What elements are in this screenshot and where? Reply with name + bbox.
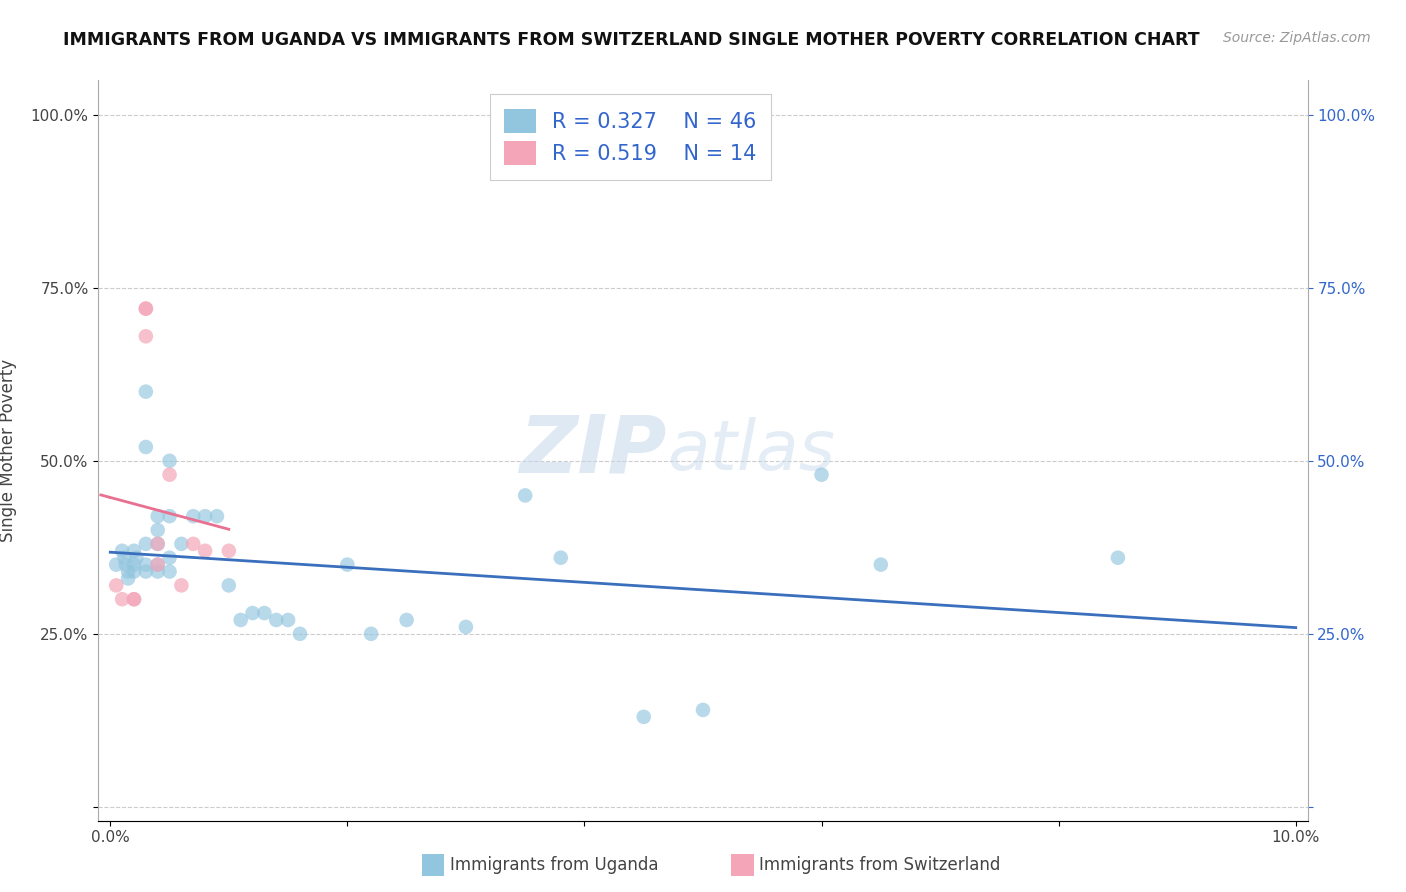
Point bbox=[135, 440, 157, 454]
Point bbox=[229, 613, 252, 627]
Point bbox=[159, 467, 181, 482]
Point bbox=[205, 509, 228, 524]
Point bbox=[135, 384, 157, 399]
Point bbox=[515, 488, 537, 502]
Point bbox=[181, 537, 204, 551]
Point bbox=[122, 565, 145, 579]
Point bbox=[146, 537, 169, 551]
Point bbox=[135, 565, 157, 579]
Point bbox=[633, 710, 655, 724]
Point bbox=[105, 578, 128, 592]
Text: IMMIGRANTS FROM UGANDA VS IMMIGRANTS FROM SWITZERLAND SINGLE MOTHER POVERTY CORR: IMMIGRANTS FROM UGANDA VS IMMIGRANTS FRO… bbox=[63, 31, 1199, 49]
Text: ZIP: ZIP bbox=[519, 411, 666, 490]
Point bbox=[114, 558, 136, 572]
Point bbox=[159, 565, 181, 579]
Point bbox=[810, 467, 832, 482]
Point bbox=[159, 509, 181, 524]
Point bbox=[122, 543, 145, 558]
Point bbox=[146, 523, 169, 537]
Point bbox=[1107, 550, 1129, 565]
Point bbox=[105, 558, 128, 572]
Point bbox=[159, 550, 181, 565]
Point bbox=[135, 329, 157, 343]
Legend: R = 0.327    N = 46, R = 0.519    N = 14: R = 0.327 N = 46, R = 0.519 N = 14 bbox=[489, 95, 770, 180]
Point bbox=[114, 550, 136, 565]
Point bbox=[277, 613, 299, 627]
Text: Immigrants from Switzerland: Immigrants from Switzerland bbox=[759, 856, 1001, 874]
Point bbox=[111, 592, 134, 607]
Point bbox=[125, 550, 148, 565]
Point bbox=[117, 565, 139, 579]
Point bbox=[550, 550, 572, 565]
Point bbox=[692, 703, 714, 717]
Point bbox=[122, 592, 145, 607]
Point bbox=[218, 578, 240, 592]
Point bbox=[135, 301, 157, 316]
Text: Immigrants from Uganda: Immigrants from Uganda bbox=[450, 856, 658, 874]
Text: Source: ZipAtlas.com: Source: ZipAtlas.com bbox=[1223, 31, 1371, 45]
Point bbox=[146, 565, 169, 579]
Point bbox=[135, 537, 157, 551]
Point bbox=[194, 543, 217, 558]
Text: atlas: atlas bbox=[666, 417, 835, 484]
Point bbox=[253, 606, 276, 620]
Point bbox=[135, 301, 157, 316]
Point bbox=[218, 543, 240, 558]
Point bbox=[194, 509, 217, 524]
Point bbox=[146, 558, 169, 572]
Point bbox=[454, 620, 477, 634]
Point bbox=[111, 543, 134, 558]
Point bbox=[146, 537, 169, 551]
Point bbox=[170, 537, 193, 551]
Point bbox=[146, 509, 169, 524]
Point bbox=[336, 558, 359, 572]
Point bbox=[264, 613, 287, 627]
Point bbox=[181, 509, 204, 524]
Point bbox=[395, 613, 418, 627]
Point bbox=[122, 558, 145, 572]
Point bbox=[117, 572, 139, 586]
Point bbox=[170, 578, 193, 592]
Point bbox=[159, 454, 181, 468]
Point bbox=[242, 606, 264, 620]
Point bbox=[135, 558, 157, 572]
Point bbox=[360, 627, 382, 641]
Point bbox=[122, 592, 145, 607]
Point bbox=[146, 558, 169, 572]
Point bbox=[288, 627, 311, 641]
Y-axis label: Single Mother Poverty: Single Mother Poverty bbox=[0, 359, 17, 542]
Point bbox=[869, 558, 891, 572]
